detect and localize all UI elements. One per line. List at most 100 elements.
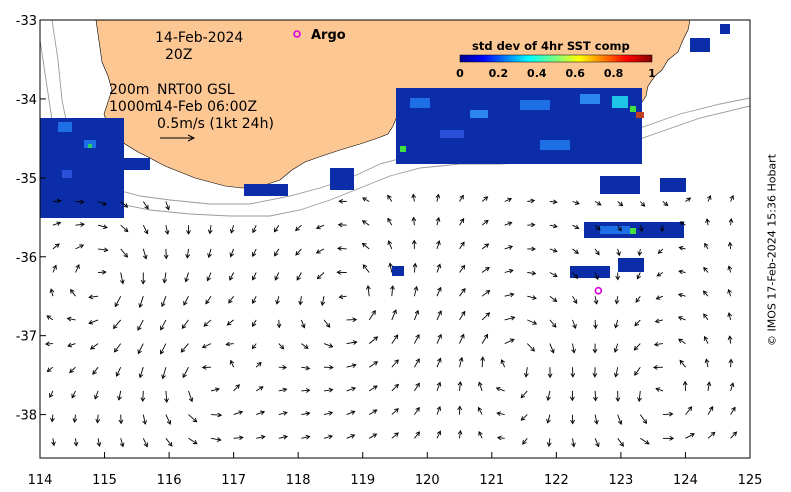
current-vector — [230, 360, 235, 368]
current-vector-head — [574, 224, 580, 230]
current-vector — [252, 343, 257, 349]
current-vector-head — [56, 198, 62, 204]
current-vector — [481, 267, 490, 273]
current-vector — [634, 366, 641, 376]
current-vector-head — [531, 246, 536, 252]
current-vector-head — [295, 226, 300, 232]
current-vector — [729, 242, 732, 249]
current-vector — [728, 265, 732, 273]
current-vector — [256, 436, 265, 439]
current-vector-head — [140, 397, 146, 403]
current-vector — [51, 414, 54, 422]
current-vector-head — [572, 324, 577, 329]
current-vector — [70, 289, 76, 297]
current-vector-head — [387, 240, 392, 246]
current-vector — [615, 367, 619, 377]
current-vector — [207, 272, 212, 281]
current-vector-head — [437, 286, 442, 292]
current-vector-head — [437, 333, 442, 339]
current-vector — [252, 248, 257, 257]
current-vector-head — [394, 359, 399, 365]
current-vector-head — [371, 309, 376, 315]
current-vector-head — [436, 430, 442, 436]
x-tick-label: 115 — [92, 473, 117, 488]
current-vector-head — [276, 323, 282, 329]
current-vector — [730, 218, 732, 226]
current-vector — [685, 433, 695, 439]
current-vector — [617, 224, 622, 232]
current-vector-head — [552, 248, 558, 253]
current-vector — [549, 295, 557, 302]
current-vector — [47, 366, 54, 372]
current-vector — [92, 366, 99, 375]
current-vector-head — [283, 434, 288, 440]
x-tick-label: 119 — [350, 473, 375, 488]
current-vector — [707, 431, 716, 439]
current-vector-head — [96, 442, 102, 448]
current-vector — [728, 312, 732, 321]
current-vector — [142, 390, 144, 402]
current-vector — [459, 357, 463, 368]
current-vector-head — [520, 393, 526, 399]
current-vector-head — [574, 200, 580, 205]
current-vector — [504, 222, 512, 226]
current-vector-head — [727, 335, 733, 341]
current-vector-head — [478, 430, 483, 436]
current-vector-head — [669, 435, 675, 441]
current-vector — [414, 431, 420, 439]
current-vector — [501, 359, 506, 368]
current-vector-head — [352, 340, 358, 345]
current-vector — [661, 225, 664, 232]
current-vector — [210, 437, 221, 441]
current-vector — [730, 195, 734, 202]
current-vector-head — [102, 224, 108, 230]
current-vector-head — [298, 300, 304, 306]
current-vector — [634, 319, 641, 327]
current-vector-head — [67, 342, 73, 348]
current-vector — [338, 224, 347, 226]
current-vector-head — [593, 299, 599, 305]
current-vector-head — [655, 387, 661, 392]
current-vector — [459, 311, 466, 321]
current-vector-head — [595, 225, 601, 231]
current-vector — [436, 382, 441, 392]
current-vector-head — [394, 432, 399, 437]
current-vector — [75, 201, 84, 203]
current-vector-head — [710, 431, 716, 437]
current-vector-head — [372, 385, 378, 390]
current-vector-head — [229, 228, 235, 234]
current-vector-head — [328, 387, 334, 393]
current-vector-head — [143, 442, 148, 448]
current-vector — [185, 272, 189, 282]
current-vector — [459, 288, 466, 297]
current-vector — [98, 248, 108, 251]
current-vector-head — [704, 358, 710, 364]
current-vector — [188, 390, 193, 402]
colorbar-tick-label: 1 — [648, 67, 656, 80]
current-vector — [182, 366, 189, 378]
current-vector-head — [229, 359, 235, 365]
current-vector — [323, 389, 333, 392]
current-vector-head — [690, 433, 695, 438]
current-vector-head — [571, 348, 577, 354]
current-vector-head — [316, 274, 322, 280]
current-vector — [163, 272, 167, 283]
current-vector-head — [251, 275, 257, 281]
current-vector-head — [94, 394, 99, 400]
current-vector-head — [614, 323, 619, 329]
current-vector-head — [56, 221, 62, 226]
current-vector — [414, 407, 420, 415]
current-vector-head — [727, 312, 733, 318]
current-vector-head — [119, 279, 125, 285]
current-vector-head — [727, 288, 732, 294]
current-vector-head — [635, 298, 640, 303]
current-vector — [323, 435, 333, 439]
current-vector — [229, 272, 235, 281]
current-vector-head — [530, 198, 536, 204]
current-vector-head — [707, 194, 712, 200]
current-vector — [299, 296, 302, 305]
current-vector-head — [260, 434, 266, 440]
current-vector — [139, 367, 144, 378]
current-vector-head — [101, 269, 107, 275]
